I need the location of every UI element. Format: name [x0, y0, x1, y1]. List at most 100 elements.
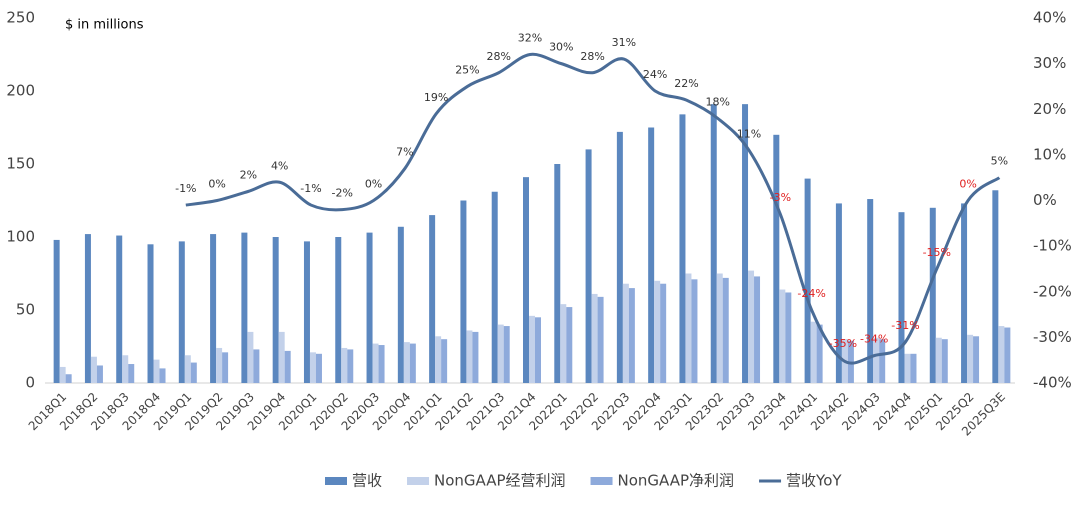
data-label: -15%: [923, 246, 951, 259]
bar: [284, 350, 291, 383]
bar: [929, 207, 936, 383]
bar: [335, 237, 342, 383]
bar: [785, 292, 792, 383]
bar: [754, 276, 761, 383]
bar: [691, 279, 698, 383]
bar: [122, 355, 129, 383]
data-label: 19%: [424, 91, 448, 104]
bar: [628, 288, 635, 383]
bar: [523, 177, 529, 383]
bar: [178, 241, 185, 383]
bar: [879, 339, 886, 383]
y2-tick-label: 20%: [1033, 100, 1066, 118]
data-label: 4%: [271, 159, 288, 172]
bar: [742, 104, 749, 383]
legend-label: 营收: [352, 472, 382, 490]
bar: [804, 178, 811, 383]
bar: [554, 164, 561, 383]
data-label: 28%: [486, 50, 510, 63]
bar: [616, 131, 623, 383]
bar: [272, 237, 279, 383]
bar: [59, 366, 66, 383]
bar: [347, 349, 354, 383]
bar: [366, 232, 373, 383]
data-label: 30%: [549, 41, 573, 54]
bar: [190, 362, 197, 383]
bar: [773, 134, 780, 383]
bar: [303, 241, 310, 383]
bar: [685, 273, 692, 383]
bar: [898, 212, 905, 383]
bar: [278, 331, 285, 383]
y-tick-label: 150: [6, 155, 35, 173]
bar: [810, 321, 817, 383]
y2-tick-label: 0%: [1033, 191, 1057, 209]
bar: [435, 336, 442, 383]
bar: [867, 199, 874, 383]
bar: [1004, 327, 1011, 383]
bar: [128, 364, 135, 383]
bar: [247, 331, 254, 383]
data-label: 11%: [737, 127, 761, 140]
bar: [716, 273, 723, 383]
data-label: 7%: [396, 146, 413, 159]
annotation: $ in millions: [65, 18, 144, 33]
legend-label: 营收YoY: [786, 472, 842, 490]
data-label: 0%: [959, 178, 976, 191]
data-label: 32%: [518, 32, 542, 45]
legend-label: NonGAAP净利润: [618, 472, 735, 490]
data-label: -2%: [332, 187, 353, 200]
data-label: -3%: [770, 191, 791, 204]
y2-tick-label: -10%: [1033, 237, 1072, 255]
data-label: -35%: [829, 337, 857, 350]
bar: [535, 317, 541, 383]
bar: [935, 337, 942, 383]
bar: [84, 234, 91, 383]
bar: [873, 337, 880, 383]
bar: [147, 244, 154, 383]
bar: [967, 334, 974, 383]
bar: [710, 104, 717, 383]
bar: [241, 232, 248, 383]
bar: [53, 239, 60, 383]
y2-tick-label: -30%: [1033, 328, 1072, 346]
bar: [65, 374, 72, 383]
y-tick-label: 100: [6, 228, 35, 246]
line: [185, 52, 1001, 365]
bar: [341, 347, 348, 383]
legend-swatch: [407, 477, 430, 485]
bar: [597, 296, 604, 383]
bar: [904, 353, 911, 383]
bar: [722, 277, 729, 383]
y2-tick-label: -40%: [1033, 374, 1072, 392]
bar: [441, 339, 448, 383]
bar: [779, 289, 786, 383]
bar: [591, 293, 598, 383]
bar: [973, 336, 980, 383]
bar: [90, 356, 97, 383]
y-tick-label: 250: [6, 9, 35, 27]
y-tick-label: 200: [6, 82, 35, 100]
data-label: 18%: [706, 95, 730, 108]
legend-swatch: [590, 477, 613, 485]
bar: [460, 200, 467, 383]
data-label: 0%: [208, 178, 225, 191]
bar: [748, 270, 755, 383]
bar: [309, 352, 316, 383]
bar: [998, 326, 1005, 383]
data-label: -34%: [860, 333, 888, 346]
bar: [679, 114, 686, 384]
bar: [566, 307, 573, 383]
data-label: -1%: [300, 182, 321, 195]
bar: [472, 331, 479, 383]
bar: [503, 326, 510, 383]
bar: [153, 359, 160, 383]
bar: [397, 226, 404, 383]
bar: [409, 343, 416, 383]
bar: [315, 353, 322, 383]
bar: [491, 191, 498, 383]
data-label: 28%: [580, 50, 604, 63]
bar: [648, 127, 655, 383]
bar: [372, 343, 379, 383]
